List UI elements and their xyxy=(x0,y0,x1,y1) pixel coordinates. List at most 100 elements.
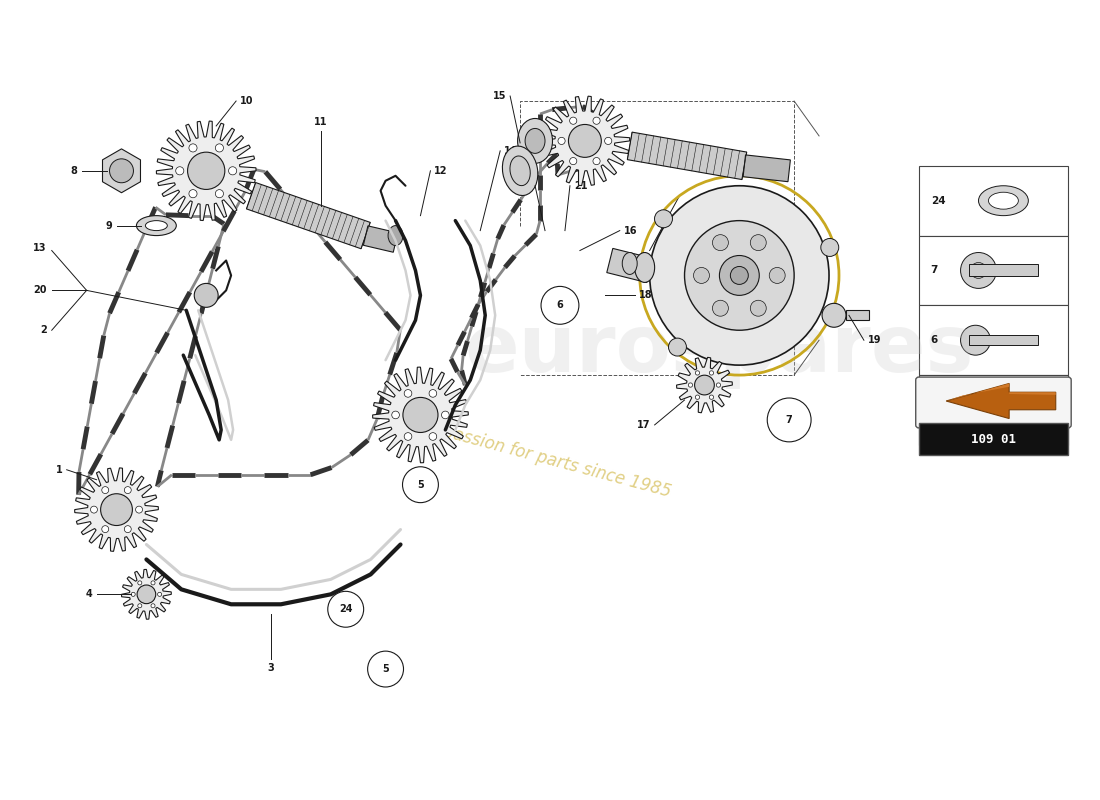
Text: 24: 24 xyxy=(931,196,945,206)
Circle shape xyxy=(654,210,672,228)
Circle shape xyxy=(710,395,714,399)
Polygon shape xyxy=(964,406,1043,414)
Circle shape xyxy=(90,506,98,513)
Circle shape xyxy=(960,397,987,423)
Circle shape xyxy=(403,466,439,502)
Polygon shape xyxy=(75,468,158,551)
FancyBboxPatch shape xyxy=(918,375,1068,445)
Circle shape xyxy=(669,338,686,356)
Circle shape xyxy=(650,186,829,365)
Text: 8: 8 xyxy=(70,166,78,176)
Circle shape xyxy=(716,383,720,387)
Circle shape xyxy=(131,592,135,596)
Circle shape xyxy=(695,370,700,375)
Circle shape xyxy=(328,591,364,627)
Circle shape xyxy=(541,286,579,324)
Polygon shape xyxy=(121,570,172,619)
Ellipse shape xyxy=(510,156,530,186)
Circle shape xyxy=(593,117,601,124)
Circle shape xyxy=(730,266,748,285)
Text: 21: 21 xyxy=(574,181,587,190)
Circle shape xyxy=(693,267,710,283)
Text: 6: 6 xyxy=(557,300,563,310)
Circle shape xyxy=(689,383,693,387)
Circle shape xyxy=(188,152,224,190)
Text: 2: 2 xyxy=(40,326,47,335)
Circle shape xyxy=(821,238,839,257)
Circle shape xyxy=(960,253,997,288)
Ellipse shape xyxy=(503,146,538,195)
Text: 20: 20 xyxy=(33,286,47,295)
Text: 9: 9 xyxy=(106,221,112,230)
Circle shape xyxy=(189,190,197,198)
Circle shape xyxy=(176,166,184,175)
Circle shape xyxy=(429,433,437,440)
Polygon shape xyxy=(156,121,256,221)
Circle shape xyxy=(750,300,767,316)
Text: 5: 5 xyxy=(417,480,424,490)
Text: 109 01: 109 01 xyxy=(971,433,1016,446)
Ellipse shape xyxy=(145,221,167,230)
Circle shape xyxy=(441,411,449,418)
Text: eurospares: eurospares xyxy=(464,311,975,389)
Circle shape xyxy=(151,581,155,585)
Ellipse shape xyxy=(388,226,403,246)
Text: 18: 18 xyxy=(639,290,652,300)
Circle shape xyxy=(593,158,601,165)
Polygon shape xyxy=(968,265,1038,277)
Circle shape xyxy=(694,375,714,395)
Polygon shape xyxy=(946,383,1056,418)
Text: 12: 12 xyxy=(434,166,448,176)
FancyBboxPatch shape xyxy=(918,306,1068,375)
Text: a passion for parts since 1985: a passion for parts since 1985 xyxy=(427,418,673,501)
Circle shape xyxy=(713,234,728,250)
Polygon shape xyxy=(246,182,371,249)
Circle shape xyxy=(216,190,223,198)
Circle shape xyxy=(367,651,404,687)
Polygon shape xyxy=(540,96,629,186)
Text: 11: 11 xyxy=(314,117,328,127)
Circle shape xyxy=(960,326,990,355)
Circle shape xyxy=(151,604,155,608)
Polygon shape xyxy=(627,132,747,179)
Circle shape xyxy=(138,604,142,608)
Circle shape xyxy=(970,262,987,278)
Circle shape xyxy=(102,486,109,494)
Text: 5: 5 xyxy=(382,664,389,674)
Ellipse shape xyxy=(989,192,1019,209)
Circle shape xyxy=(404,433,411,440)
Circle shape xyxy=(570,158,576,165)
Circle shape xyxy=(157,592,162,596)
Circle shape xyxy=(684,221,794,330)
Circle shape xyxy=(769,267,785,283)
Text: 19: 19 xyxy=(868,335,881,346)
Ellipse shape xyxy=(518,118,552,163)
Circle shape xyxy=(569,125,602,158)
Text: 17: 17 xyxy=(637,420,650,430)
Polygon shape xyxy=(968,335,1038,345)
Text: 3: 3 xyxy=(267,663,274,673)
Polygon shape xyxy=(744,155,791,182)
Circle shape xyxy=(695,395,700,399)
Text: 14: 14 xyxy=(504,146,518,156)
Text: 22: 22 xyxy=(635,255,648,266)
Text: 23: 23 xyxy=(518,181,531,190)
Text: 5: 5 xyxy=(931,405,938,415)
Circle shape xyxy=(229,166,236,175)
Circle shape xyxy=(124,526,131,533)
Polygon shape xyxy=(363,226,398,252)
Ellipse shape xyxy=(136,216,176,235)
Ellipse shape xyxy=(635,253,654,282)
FancyBboxPatch shape xyxy=(918,166,1068,235)
Ellipse shape xyxy=(525,129,544,154)
Circle shape xyxy=(392,411,399,418)
Circle shape xyxy=(750,234,767,250)
Circle shape xyxy=(195,283,218,307)
Circle shape xyxy=(100,494,132,526)
Circle shape xyxy=(135,506,143,513)
Text: 7: 7 xyxy=(931,266,938,275)
Text: 16: 16 xyxy=(624,226,637,235)
Text: 1: 1 xyxy=(56,465,63,474)
FancyBboxPatch shape xyxy=(918,235,1068,306)
Text: 4: 4 xyxy=(86,590,92,599)
